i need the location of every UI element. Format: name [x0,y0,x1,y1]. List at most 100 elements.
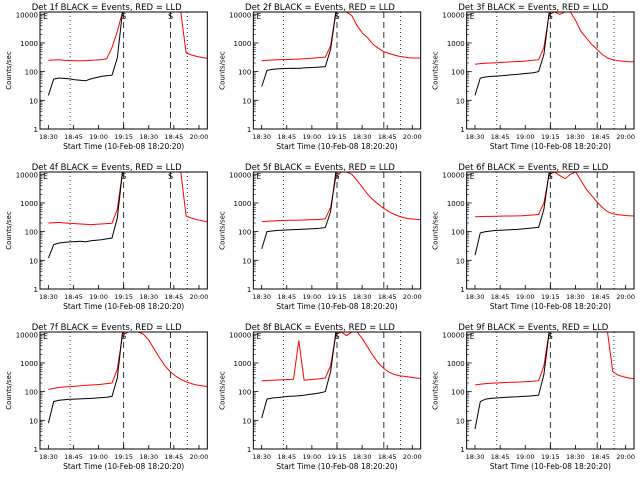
y-tick-label: 1000 [447,40,465,48]
y-tick-label: 100 [238,389,251,397]
chart-panel-3: Det 3f BLACK = Events, RED = LLD 1 10 100 10… [432,3,635,151]
x-tick-label: 19:15 [541,293,560,301]
y-tick-label: 1 [460,286,464,294]
y-tick-label: 1000 [20,360,38,368]
chart-panel-7: Det 7f BLACK = Events, RED = LLD 1 10 100 10… [5,323,208,471]
y-tick-label: 1 [247,446,251,454]
y-tick-label: 1000 [447,360,465,368]
y-axis-label: Counts/sec [432,371,440,410]
annotation-e: E [256,12,261,21]
y-tick-label: 10 [242,417,251,425]
plot-frame [466,11,635,130]
x-tick-label: 18:30 [353,133,372,141]
series-events-line [47,11,208,96]
annotation-s: S [548,332,553,341]
y-tick-label: 10 [456,257,465,265]
x-axis-label: Start Time (10-Feb-08 18:20:20) [63,142,184,151]
y-axis-label: Counts/sec [5,371,13,410]
plot-frame [39,171,208,290]
annotation-e: E [256,332,261,341]
series-lld-line [474,171,635,218]
y-tick-label: 10000 [442,171,464,179]
x-axis-label: Start Time (10-Feb-08 18:20:20) [490,302,611,311]
series-events-line [474,171,634,256]
y-axis-label: Counts/sec [5,211,13,250]
annotation-s: S [121,332,126,341]
y-tick-label: 10000 [229,11,251,19]
y-tick-label: 10000 [16,171,38,179]
x-tick-label: 18:45 [491,133,510,141]
y-tick-label: 1 [34,126,38,134]
x-axis-label: Start Time (10-Feb-08 18:20:20) [63,302,184,311]
x-tick-label: 18:45 [378,453,397,461]
x-tick-label: 18:30 [139,293,158,301]
y-tick-label: 1000 [20,200,38,208]
y-tick-label: 10 [242,97,251,105]
series-lld-line [48,331,208,390]
x-axis-label: Start Time (10-Feb-08 18:20:20) [276,302,397,311]
x-tick-label: 18:45 [591,133,610,141]
annotation-e: E [470,172,475,181]
x-tick-label: 18:30 [39,453,58,461]
x-tick-label: 18:30 [252,453,271,461]
series-events-line [261,171,421,250]
x-tick-label: 18:30 [566,293,585,301]
annotation-e: E [256,172,261,181]
x-tick-label: 18:45 [64,293,83,301]
x-axis-label: Start Time (10-Feb-08 18:20:20) [276,462,397,471]
x-tick-label: 18:45 [164,293,183,301]
y-axis-label: Counts/sec [218,211,226,250]
y-tick-label: 10 [456,417,465,425]
x-tick-label: 19:00 [303,133,322,141]
x-tick-label: 19:15 [114,453,133,461]
y-tick-label: 1000 [234,360,252,368]
x-tick-label: 18:30 [566,133,585,141]
x-tick-label: 18:30 [139,133,158,141]
y-tick-label: 100 [451,229,464,237]
x-tick-label: 18:45 [591,453,610,461]
x-tick-label: 18:30 [252,133,271,141]
x-tick-label: 19:00 [516,293,535,301]
x-axis-label: Start Time (10-Feb-08 18:20:20) [276,142,397,151]
x-tick-label: 18:45 [277,293,296,301]
series-lld-line [474,331,635,386]
chart-panel-5: Det 5f BLACK = Events, RED = LLD 1 10 100 10… [218,163,421,311]
annotation-s: S [548,12,553,21]
x-tick-label: 18:45 [491,293,510,301]
chart-title: Det 3f BLACK = Events, RED = LLD [458,3,608,13]
y-tick-label: 10000 [442,11,464,19]
y-tick-label: 10 [29,417,38,425]
annotation-e: E [43,12,48,21]
y-tick-label: 10 [242,257,251,265]
x-tick-label: 19:15 [541,453,560,461]
x-tick-label: 19:00 [303,453,322,461]
y-tick-label: 1000 [447,200,465,208]
annotation-s: S [334,12,339,21]
chart-panel-4: Det 4f BLACK = Events, RED = LLD 1 10 100 10… [5,163,208,311]
x-tick-label: 18:30 [252,293,271,301]
x-tick-label: 18:30 [566,453,585,461]
x-tick-label: 18:45 [164,453,183,461]
y-tick-label: 1 [460,446,464,454]
y-tick-label: 1 [247,126,251,134]
annotation-e: E [43,332,48,341]
y-tick-label: 1 [34,446,38,454]
y-tick-label: 1 [460,126,464,134]
x-tick-label: 18:30 [466,453,485,461]
plot-frame [466,331,635,450]
series-lld-line [261,171,421,223]
y-tick-label: 100 [25,69,38,77]
x-tick-label: 18:30 [466,293,485,301]
x-tick-label: 20:00 [616,293,635,301]
series-lld-line [261,11,421,62]
x-tick-label: 19:15 [328,133,347,141]
x-tick-label: 18:30 [353,293,372,301]
y-tick-label: 100 [451,69,464,77]
x-axis-label: Start Time (10-Feb-08 18:20:20) [490,142,611,151]
x-tick-label: 18:45 [378,133,397,141]
x-tick-label: 18:45 [64,133,83,141]
y-tick-label: 100 [238,69,251,77]
x-tick-label: 20:00 [190,293,209,301]
annotation-s: S [334,172,339,181]
x-tick-label: 18:45 [491,453,510,461]
